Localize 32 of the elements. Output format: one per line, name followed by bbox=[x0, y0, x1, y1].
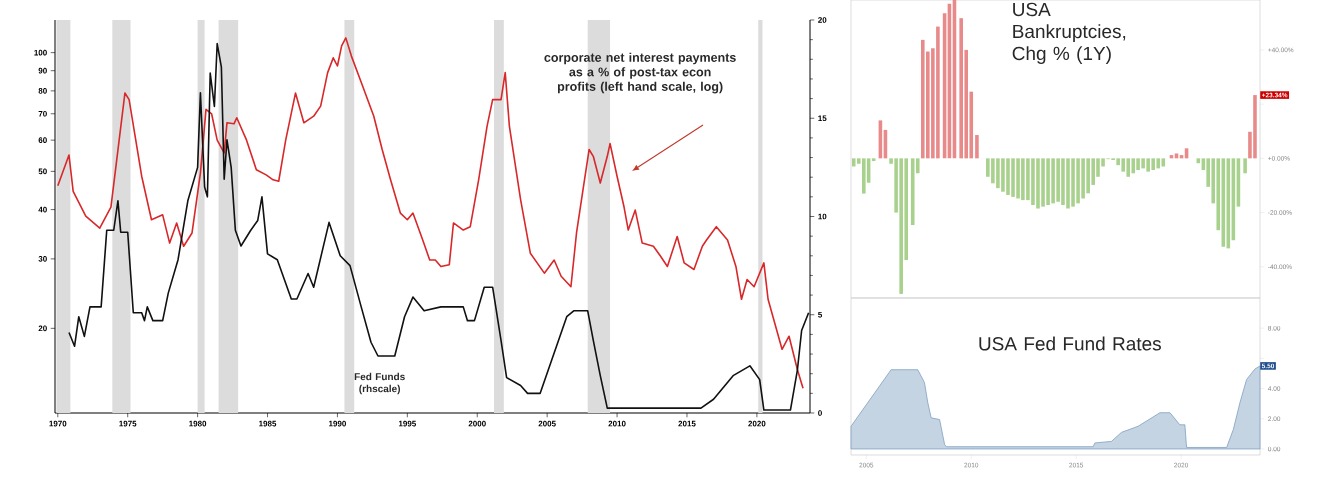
x-tick-label: 1970 bbox=[49, 420, 67, 427]
y-tick-label: 80 bbox=[38, 88, 47, 94]
x-tick-label: 2015 bbox=[678, 420, 696, 427]
y-tick-label: 50 bbox=[38, 168, 47, 175]
x-tick-label: 1980 bbox=[189, 420, 207, 427]
y2-tick-label: 5 bbox=[818, 311, 823, 318]
y2-tick-label: 15 bbox=[818, 115, 827, 122]
text: USA Bankruptcies, Chg % (1Y) bbox=[1012, 2, 1126, 64]
bar bbox=[871, 158, 876, 162]
y2-tick-label: 0 bbox=[818, 410, 822, 416]
y-tick-label: 40 bbox=[38, 206, 47, 213]
bar bbox=[1243, 158, 1247, 174]
text: USA Fed Fund Rates bbox=[979, 336, 1161, 351]
x-tick-label: 1995 bbox=[398, 420, 417, 427]
x-tick-label: 1985 bbox=[259, 420, 277, 427]
y-tick-label: 30 bbox=[38, 256, 47, 262]
y-tick-label: 90 bbox=[38, 67, 47, 74]
y-tick-label: 100 bbox=[34, 49, 47, 56]
x-tick-label: 2000 bbox=[468, 420, 486, 427]
x-tick-label: 1975 bbox=[119, 420, 137, 427]
text: corporate net interest payments as a % of post-tax econ profits (left hand scale, log) bbox=[544, 52, 736, 94]
x-tick-label: 2020 bbox=[748, 420, 766, 427]
x-tick-label: 2010 bbox=[608, 420, 626, 427]
y-tick-label: 70 bbox=[38, 110, 47, 117]
y-tick-label: 60 bbox=[38, 137, 47, 143]
x-tick-label: 1990 bbox=[329, 420, 346, 427]
y2-tick-label: 20 bbox=[818, 17, 827, 23]
y-tick-label: 20 bbox=[38, 325, 47, 332]
y2-tick-label: 10 bbox=[818, 213, 827, 220]
x-tick-label: 2005 bbox=[538, 420, 556, 427]
series-label: Fed Funds (rhscale) bbox=[354, 372, 405, 395]
bar bbox=[975, 135, 979, 159]
